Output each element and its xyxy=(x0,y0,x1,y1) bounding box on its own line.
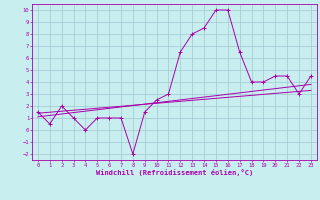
X-axis label: Windchill (Refroidissement éolien,°C): Windchill (Refroidissement éolien,°C) xyxy=(96,169,253,176)
